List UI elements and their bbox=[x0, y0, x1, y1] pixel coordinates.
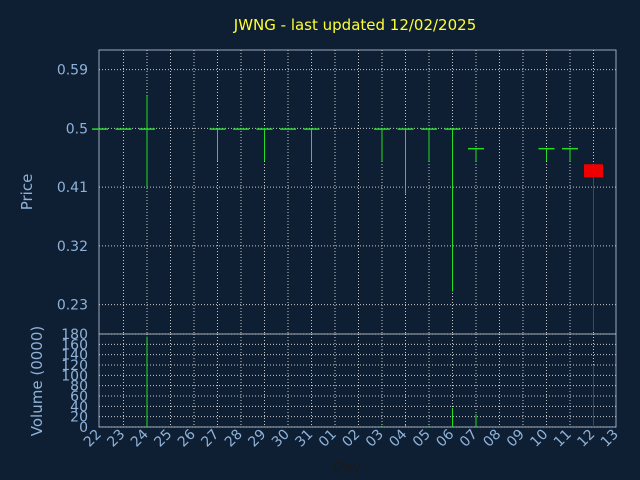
day-tick-label: 09 bbox=[504, 427, 528, 451]
day-tick-label: 01 bbox=[316, 427, 340, 451]
day-tick-label: 04 bbox=[386, 426, 410, 450]
volume-tick-label: 0 bbox=[79, 420, 88, 436]
day-tick-label: 07 bbox=[457, 427, 481, 451]
candle-body bbox=[538, 147, 555, 150]
day-tick-label: 28 bbox=[222, 427, 246, 451]
day-tick-label: 11 bbox=[551, 427, 575, 451]
day-tick-label: 05 bbox=[410, 427, 434, 451]
volume-tick-label: 60 bbox=[70, 389, 88, 405]
day-tick-label: 13 bbox=[598, 427, 622, 451]
volume-tick-label: 80 bbox=[70, 379, 88, 395]
price-tick-label: 0.5 bbox=[66, 121, 88, 137]
day-tick-label: 29 bbox=[245, 427, 269, 451]
day-tick-label: 03 bbox=[363, 427, 387, 451]
day-tick-label: 02 bbox=[339, 427, 363, 451]
candle-body bbox=[280, 128, 296, 130]
day-tick-label: 08 bbox=[480, 427, 504, 451]
chart-title: JWNG - last updated 12/02/2025 bbox=[233, 16, 476, 34]
volume-tick-label: 120 bbox=[61, 358, 88, 374]
candle-body bbox=[115, 128, 132, 130]
price-tick-label: 0.32 bbox=[57, 239, 88, 255]
price-candles bbox=[92, 95, 603, 331]
volume-axis-label: Volume (0000) bbox=[28, 326, 46, 436]
price-tick-label: 0.59 bbox=[57, 63, 88, 79]
day-tick-label: 31 bbox=[292, 427, 316, 451]
volume-tick-label: 40 bbox=[70, 399, 88, 415]
candle-body bbox=[139, 128, 155, 130]
candle-body bbox=[233, 128, 249, 130]
day-tick-label: 30 bbox=[269, 427, 293, 451]
volume-tick-label: 160 bbox=[61, 337, 88, 353]
day-tick-label: 10 bbox=[527, 427, 551, 451]
candle-body bbox=[256, 128, 273, 130]
candle-body bbox=[92, 128, 108, 130]
grid-lines bbox=[99, 50, 616, 428]
day-axis-ticks: 22 23 24 25 26 27 28 29 30 31 01 02 03 04 05 06 07 08 09 10… bbox=[81, 426, 622, 450]
price-panel-frame bbox=[98, 49, 617, 335]
candle-body bbox=[374, 128, 390, 130]
day-tick-label: 26 bbox=[175, 426, 199, 450]
price-axis-label: Price bbox=[18, 174, 36, 211]
candle-body bbox=[468, 147, 484, 150]
volume-tick-label: 100 bbox=[61, 368, 88, 384]
candle-body bbox=[584, 164, 603, 178]
volume-bars bbox=[146, 336, 594, 427]
candle-body bbox=[562, 147, 578, 150]
price-axis-ticks: 0.23 0.32 0.41 0.5 0.59 bbox=[57, 63, 88, 314]
day-tick-label: 24 bbox=[128, 426, 152, 450]
day-tick-label: 25 bbox=[151, 427, 175, 451]
candle-body bbox=[303, 128, 320, 130]
day-tick-label: 06 bbox=[433, 426, 457, 450]
day-tick-label: 12 bbox=[574, 427, 598, 451]
price-tick-label: 0.23 bbox=[57, 298, 88, 314]
volume-tick-label: 180 bbox=[61, 327, 88, 343]
day-tick-label: 23 bbox=[104, 427, 128, 451]
volume-tick-label: 20 bbox=[70, 410, 88, 426]
candle-body bbox=[209, 128, 226, 130]
candle-body bbox=[444, 128, 461, 130]
day-axis-label: Day bbox=[333, 460, 361, 476]
volume-tick-label: 140 bbox=[61, 348, 88, 364]
price-tick-label: 0.41 bbox=[57, 180, 88, 196]
candle-body bbox=[397, 128, 414, 130]
candle-body bbox=[421, 128, 437, 130]
day-tick-label: 27 bbox=[198, 427, 222, 451]
volume-panel-frame bbox=[98, 333, 617, 428]
